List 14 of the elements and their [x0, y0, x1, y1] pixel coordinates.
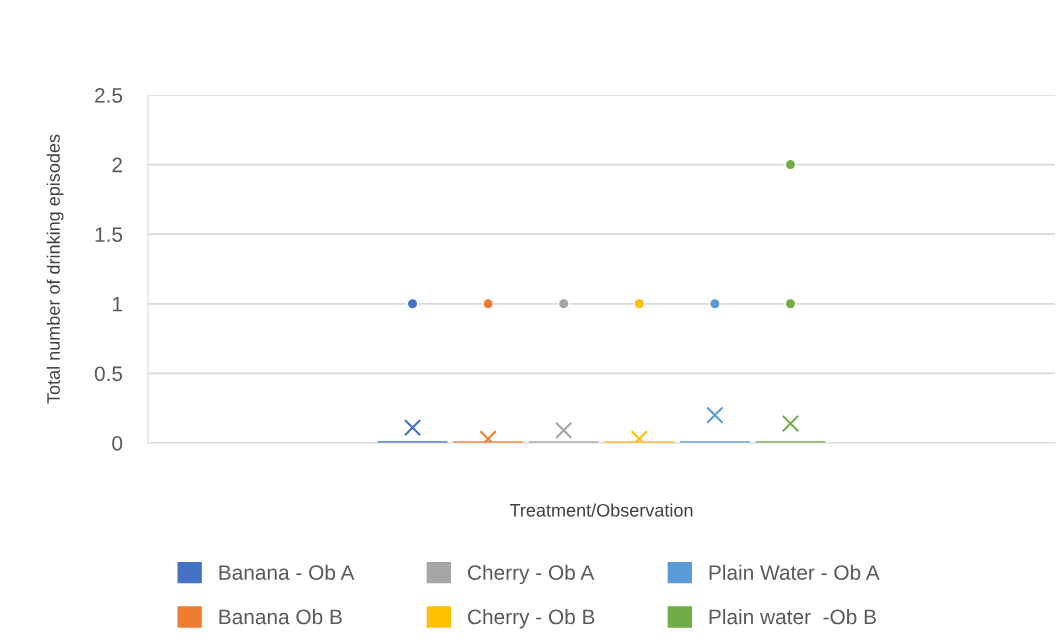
- legend-label: Banana - Ob A: [219, 564, 355, 580]
- y-tick-label: 2.5: [95, 88, 123, 103]
- y-axis-title: Total number of drinking episodes: [46, 134, 64, 404]
- y-tick-label: 0: [112, 436, 123, 451]
- y-tick-label: 2: [112, 157, 122, 173]
- y-tick-label: 1: [113, 297, 122, 312]
- legend-label: Banana Ob B: [219, 608, 342, 625]
- legend-label: Cherry - Ob B: [468, 608, 595, 629]
- legend-label: Plain Water - Ob A: [709, 564, 880, 580]
- legend-label: Cherry - Ob A: [468, 564, 595, 585]
- y-tick-label: 0.5: [94, 366, 123, 382]
- legend-label: Plain water -Ob B: [709, 608, 876, 625]
- y-tick-label: 1.5: [95, 227, 123, 242]
- x-axis-title: Treatment/Observation: [509, 503, 693, 517]
